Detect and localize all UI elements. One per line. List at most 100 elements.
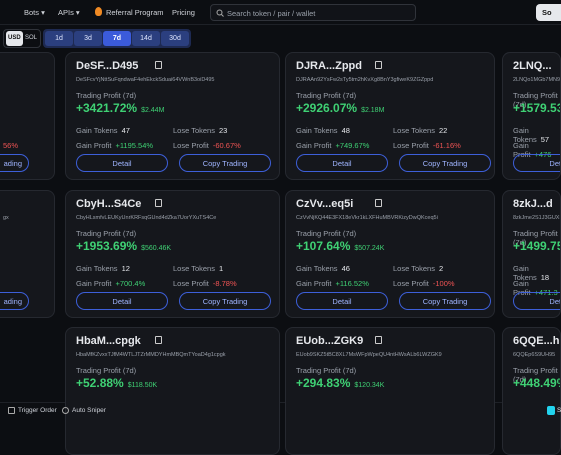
wallet-address: CzVvNjKQ44E3FX18eVkr1kLXFHuMBVRKizyDwQKc… xyxy=(296,215,438,221)
copy-icon[interactable] xyxy=(154,199,162,207)
card-title: 2LNQ... xyxy=(513,60,552,72)
trading-profit-label: Trading Profit (7d) xyxy=(513,229,558,247)
card-title: CbyH...S4Ce xyxy=(76,198,142,210)
nav-item[interactable]: Referral Program xyxy=(106,8,164,17)
lose-tokens-value: 23 xyxy=(218,126,228,135)
lose-profit: Lose Profit -60.67% xyxy=(173,141,241,150)
trader-card: 2LNQ... 2LNQo1MGb7MN95 Trading Profit (7d)… xyxy=(502,52,561,180)
profit-percent: +294.83% $120.34K xyxy=(296,376,385,390)
lose-tokens-value: 22 xyxy=(438,126,448,135)
search-icon xyxy=(216,9,224,17)
lose-profit-value: -8.78% xyxy=(212,279,237,288)
card-title: 6QQE...h xyxy=(513,335,560,347)
trading-profit-label: Trading Profit (7d) xyxy=(513,91,558,109)
gain-tokens: Gain Tokens 47 xyxy=(76,126,130,135)
nav-item[interactable]: Bots ▾ xyxy=(24,8,45,17)
profit-usd: $118.50K xyxy=(127,382,158,389)
top-bar xyxy=(0,0,561,25)
copy-trading-button[interactable]: Copy Trading xyxy=(179,154,271,172)
trading-profit-label: Trading Profit (7d) xyxy=(296,366,357,375)
footer-icon xyxy=(62,407,69,414)
wallet-address: 6QQEp6S9UH95 xyxy=(513,352,556,358)
copy-icon[interactable] xyxy=(374,61,382,69)
trading-profit-label: Trading Profit (7d) xyxy=(513,366,558,384)
footer-item[interactable]: Trigger Order xyxy=(18,407,57,414)
detail-button[interactable]: Detail xyxy=(296,292,388,310)
lose-tokens-value: 2 xyxy=(438,264,444,273)
lose-profit-value: -61.16% xyxy=(432,141,461,150)
trading-profit-label: Trading Profit (7d) xyxy=(296,91,357,100)
partial-card: 56% ading xyxy=(0,52,55,180)
wallet-address: 2LNQo1MGb7MN95 xyxy=(513,77,561,83)
detail-button[interactable]: Detail xyxy=(513,292,560,310)
user-button[interactable]: So xyxy=(536,4,561,21)
trader-card: EUob...ZGK9 EUob9SKZ5tBC8XL7MsWFpWpeQU4nt… xyxy=(285,327,495,455)
footer-logo xyxy=(547,406,555,415)
copy-trading-button[interactable]: Copy Trading xyxy=(179,292,271,310)
gain-tokens-value: 57 xyxy=(540,135,550,144)
card-title: HbaM...cpgk xyxy=(76,335,141,347)
card-title: 8zkJ...d xyxy=(513,198,553,210)
footer-icon xyxy=(8,407,15,414)
footer-right[interactable]: S xyxy=(557,407,561,414)
copy-icon[interactable] xyxy=(154,336,162,344)
gain-tokens-value: 12 xyxy=(121,264,130,273)
gain-profit: Gain Profit +700.4% xyxy=(76,279,146,288)
trader-card: HbaM...cpgk HbaMfKZvxxTJfM4WTLJTZrMMDYHmM… xyxy=(65,327,280,455)
nav-item[interactable]: Pricing xyxy=(172,8,195,17)
partial-button[interactable]: ading xyxy=(0,154,29,172)
trader-card: CbyH...S4Ce CbyHLsmfvLEUKyUnrKRFsqGUnd4dZ… xyxy=(65,190,280,318)
timeframe-option[interactable]: 3d xyxy=(74,31,102,46)
copy-trading-button[interactable]: Copy Trading xyxy=(399,154,491,172)
timeframe-option[interactable]: 1d xyxy=(45,31,73,46)
wallet-address: DJRAAn92YsFw2sTy5tm2hKvXg8BnY3gfiweK9ZGZ… xyxy=(296,77,434,83)
gain-tokens: Gain Tokens 46 xyxy=(296,264,350,273)
gain-tokens: Gain Tokens 18 xyxy=(513,264,550,282)
trader-card: CzVv...eq5i CzVvNjKQ44E3FX18eVkr1kLXFHuMB… xyxy=(285,190,495,318)
timeframe-option[interactable]: 7d xyxy=(103,31,131,46)
partial-card: gx ading xyxy=(0,190,55,318)
profit-percent: +107.64% $507.24K xyxy=(296,239,385,253)
gain-tokens: Gain Tokens 57 xyxy=(513,126,550,144)
gain-tokens: Gain Tokens 12 xyxy=(76,264,130,273)
profit-percent: +3421.72% $2.44M xyxy=(76,101,165,115)
copy-icon[interactable] xyxy=(154,61,162,69)
detail-button[interactable]: Detail xyxy=(76,292,168,310)
profit-percent: +1953.69% $560.46K xyxy=(76,239,172,253)
gain-profit-value: +700.4% xyxy=(115,279,146,288)
lose-profit-value: -100% xyxy=(432,279,455,288)
copy-icon[interactable] xyxy=(374,199,382,207)
lose-profit: Lose Profit -61.16% xyxy=(393,141,461,150)
trader-card: DeSF...D495 DeSFcvYjNttSuFqndwaF4ehEkckSd… xyxy=(65,52,280,180)
copy-trading-button[interactable]: Copy Trading xyxy=(399,292,491,310)
partial-address: gx xyxy=(3,215,9,221)
lose-profit: Lose Profit -8.78% xyxy=(173,279,237,288)
wallet-address: HbaMfKZvxxTJfM4WTLJTZrMMDYHmMBQmTYoaD4g1… xyxy=(76,352,226,358)
copy-icon[interactable] xyxy=(374,336,382,344)
card-title: CzVv...eq5i xyxy=(296,198,354,210)
partial-button[interactable]: ading xyxy=(0,292,29,310)
profit-percent: +2926.07% $2.18M xyxy=(296,101,385,115)
timeframe-option[interactable]: 14d xyxy=(132,31,160,46)
detail-button[interactable]: Detail xyxy=(296,154,388,172)
currency-option[interactable]: SOL xyxy=(25,35,38,41)
search-placeholder: Search token / pair / wallet xyxy=(227,9,316,18)
trading-profit-label: Trading Profit (7d) xyxy=(76,229,137,238)
wallet-address: CbyHLsmfvLEUKyUnrKRFsqGUnd4dZka7UorYXuTS… xyxy=(76,215,217,221)
profit-percent: +448.49% xyxy=(513,376,560,390)
search-box[interactable]: Search token / pair / wallet xyxy=(210,4,416,21)
detail-button[interactable]: Detail xyxy=(513,154,560,172)
footer-item[interactable]: Auto Sniper xyxy=(72,407,106,414)
gain-tokens: Gain Tokens 48 xyxy=(296,126,350,135)
currency-option[interactable]: USD xyxy=(6,31,23,46)
gain-profit: Gain Profit +116.52% xyxy=(296,279,369,288)
nav-item[interactable]: APIs ▾ xyxy=(58,8,80,17)
profit-usd: $2.44M xyxy=(141,107,165,114)
trading-profit-label: Trading Profit (7d) xyxy=(76,91,137,100)
lose-tokens: Lose Tokens 1 xyxy=(173,264,224,273)
detail-button[interactable]: Detail xyxy=(76,154,168,172)
lose-profit-value: -60.67% xyxy=(212,141,241,150)
timeframe-option[interactable]: 30d xyxy=(161,31,189,46)
profit-percent: +1499.75% xyxy=(513,239,560,253)
